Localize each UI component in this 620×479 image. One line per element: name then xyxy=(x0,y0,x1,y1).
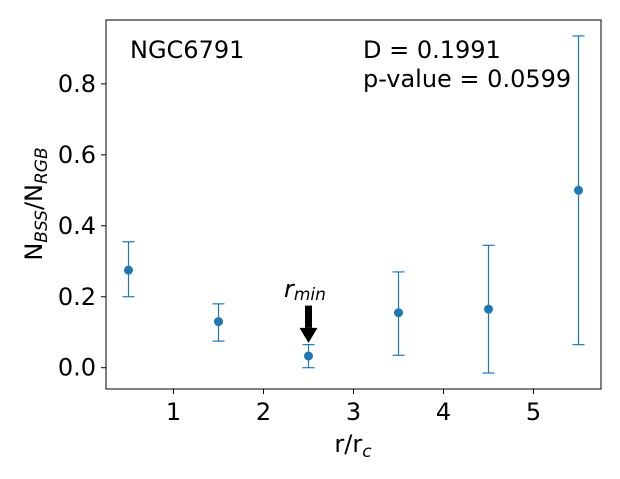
rmin-label: rmin xyxy=(284,275,326,305)
p-value-label: p-value = 0.0599 xyxy=(363,65,571,93)
x-axis-label-sub: c xyxy=(362,442,372,462)
y-tick-label: 0.8 xyxy=(58,70,96,98)
d-statistic-label: D = 0.1991 xyxy=(363,36,501,64)
x-tick-label: 4 xyxy=(436,398,451,426)
x-tick-label: 1 xyxy=(166,398,181,426)
data-point xyxy=(394,308,403,318)
data-point xyxy=(484,304,493,314)
y-axis-label-sub2: RGB xyxy=(32,147,52,184)
y-tick-label: 0.4 xyxy=(58,212,96,240)
data-point xyxy=(304,351,313,361)
data-point xyxy=(574,185,583,195)
x-axis-label-main: r/r xyxy=(334,430,362,458)
rmin-arrow xyxy=(299,305,318,343)
x-tick-label: 2 xyxy=(256,398,271,426)
cluster-name-label: NGC6791 xyxy=(130,36,244,64)
y-axis-label-n2: /N xyxy=(20,184,48,210)
y-axis-label-n1: N xyxy=(20,243,48,261)
rmin-arrow-head xyxy=(299,327,318,343)
x-tick-label: 3 xyxy=(346,398,361,426)
rmin-label-main: r xyxy=(284,275,296,303)
x-axis-label: r/rc xyxy=(334,430,372,462)
rmin-label-sub: min xyxy=(294,285,326,305)
y-tick-label: 0.2 xyxy=(58,283,96,311)
x-tick-label: 5 xyxy=(526,398,541,426)
data-point xyxy=(124,265,133,275)
y-axis-label-sub1: BSS xyxy=(32,210,52,243)
y-tick-label: 0.0 xyxy=(58,354,96,382)
y-axis-label: NBSS/NRGB xyxy=(20,147,52,260)
y-tick-label: 0.6 xyxy=(58,141,96,169)
data-point xyxy=(214,317,223,327)
axis-ticks: 1 2 3 4 5 0.0 0.2 0.4 0.6 0.8 xyxy=(58,70,541,426)
axes-frame xyxy=(105,19,602,390)
data-marks xyxy=(122,35,585,374)
rmin-arrow-shaft xyxy=(305,305,312,328)
